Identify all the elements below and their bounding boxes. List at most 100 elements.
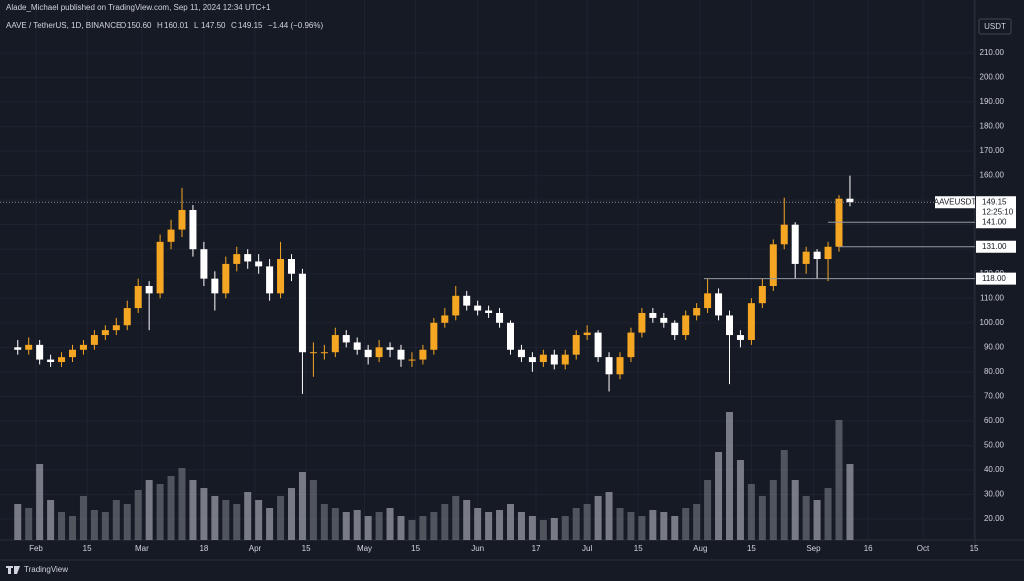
publisher: Alade_Michael published on TradingView.c… xyxy=(6,3,271,12)
symbol-label: AAVEUSDT xyxy=(934,197,977,206)
candle-body xyxy=(649,312,657,318)
ohlc-key: C xyxy=(231,21,237,30)
volume-bar xyxy=(353,510,361,540)
volume-bar xyxy=(791,480,799,540)
brand: TradingView xyxy=(24,565,68,574)
volume-bar xyxy=(255,500,263,540)
volume-bar xyxy=(419,516,427,540)
candles xyxy=(14,175,854,394)
volume-bar xyxy=(14,504,22,540)
volume-bar xyxy=(36,464,44,540)
ohlc-value: 150.60 xyxy=(127,21,152,30)
volume-bar xyxy=(112,500,120,540)
volume-bar xyxy=(704,480,712,540)
x-tick-label: Jun xyxy=(471,544,484,553)
volume-bar xyxy=(802,496,810,540)
candle-body xyxy=(189,209,197,250)
symbol-box xyxy=(935,196,975,209)
currency[interactable]: USDT xyxy=(984,22,1006,31)
x-tick-label: 16 xyxy=(864,544,873,553)
volume-bar xyxy=(572,508,580,540)
volume-bar xyxy=(824,488,832,540)
x-tick-label: Oct xyxy=(917,544,930,553)
candle-body xyxy=(408,359,416,361)
volume-bar xyxy=(605,492,613,540)
volume-bar xyxy=(517,512,525,540)
candle-body xyxy=(266,266,274,294)
ohlc-key: L xyxy=(194,21,199,30)
volume-bar xyxy=(561,516,569,540)
candle-body xyxy=(101,330,109,336)
candle-body xyxy=(320,352,328,354)
candle-body xyxy=(47,359,55,363)
volume-bar xyxy=(441,504,449,540)
volume-bar xyxy=(474,508,482,540)
volume-bar xyxy=(813,500,821,540)
y-tick-label: 30.00 xyxy=(984,490,1005,499)
volume-bar xyxy=(145,480,153,540)
volume-bar xyxy=(485,512,493,540)
price-box xyxy=(976,196,1016,219)
volume-bar xyxy=(189,480,197,540)
level-box xyxy=(976,240,1016,253)
candle-body xyxy=(25,344,33,350)
level-box xyxy=(976,272,1016,285)
candle-body xyxy=(550,354,558,365)
candle-body xyxy=(780,224,788,245)
volume-bar xyxy=(342,512,350,540)
volume-bar xyxy=(747,484,755,540)
volume-bar xyxy=(682,508,690,540)
volume-bar xyxy=(397,516,405,540)
volume-bar xyxy=(769,480,777,540)
candle-body xyxy=(846,198,854,203)
candle-body xyxy=(517,349,525,358)
volume-bar xyxy=(715,452,723,540)
y-tick-label: 200.00 xyxy=(980,73,1005,82)
volume-bar xyxy=(156,484,164,540)
y-tick-label: 40.00 xyxy=(984,465,1005,474)
volume-bar xyxy=(331,508,339,540)
logo xyxy=(6,566,20,574)
candle-body xyxy=(419,349,427,360)
candle-body xyxy=(156,241,164,294)
ohlc: O 150.60 H 160.01 L 147.50 C 149.15 −1.44 (−0.96… xyxy=(120,21,323,30)
candle-body xyxy=(572,335,580,355)
volume-bar xyxy=(835,420,843,540)
candle-body xyxy=(69,349,76,358)
y-tick-label: 60.00 xyxy=(984,416,1005,425)
candle-body xyxy=(364,349,372,358)
volume-bar xyxy=(539,520,547,540)
volume xyxy=(14,412,854,540)
candle-body xyxy=(627,332,635,358)
candle-body xyxy=(211,278,219,294)
volume-bar xyxy=(266,508,274,540)
volume-bar xyxy=(671,516,679,540)
x-tick-label: Aug xyxy=(693,544,707,553)
candle-body xyxy=(736,335,744,340)
volume-bar xyxy=(222,500,230,540)
currency-box[interactable] xyxy=(978,18,1012,35)
volume-bar xyxy=(320,504,328,540)
candle-body xyxy=(309,352,317,354)
volume-bar xyxy=(627,512,635,540)
x-tick-label: 15 xyxy=(411,544,420,553)
y-tick-label: 50.00 xyxy=(984,441,1005,450)
candle-body xyxy=(704,293,712,309)
candle-body xyxy=(605,357,613,375)
y-tick-label: 90.00 xyxy=(984,342,1005,351)
volume-bar xyxy=(123,504,131,540)
volume-bar xyxy=(364,516,372,540)
candle-body xyxy=(452,295,460,316)
volume-bar xyxy=(726,412,733,540)
grid: 20.00 30.00 40.00 50.00 60.00 70.00 80.00 90.00… xyxy=(0,0,1005,553)
volume-bar xyxy=(79,496,87,540)
y-tick-label: 160.00 xyxy=(980,171,1005,180)
candle-body xyxy=(90,335,98,345)
level-label: 118.00 xyxy=(982,274,1006,283)
candle-body xyxy=(561,354,569,365)
volume-bar xyxy=(178,468,186,540)
